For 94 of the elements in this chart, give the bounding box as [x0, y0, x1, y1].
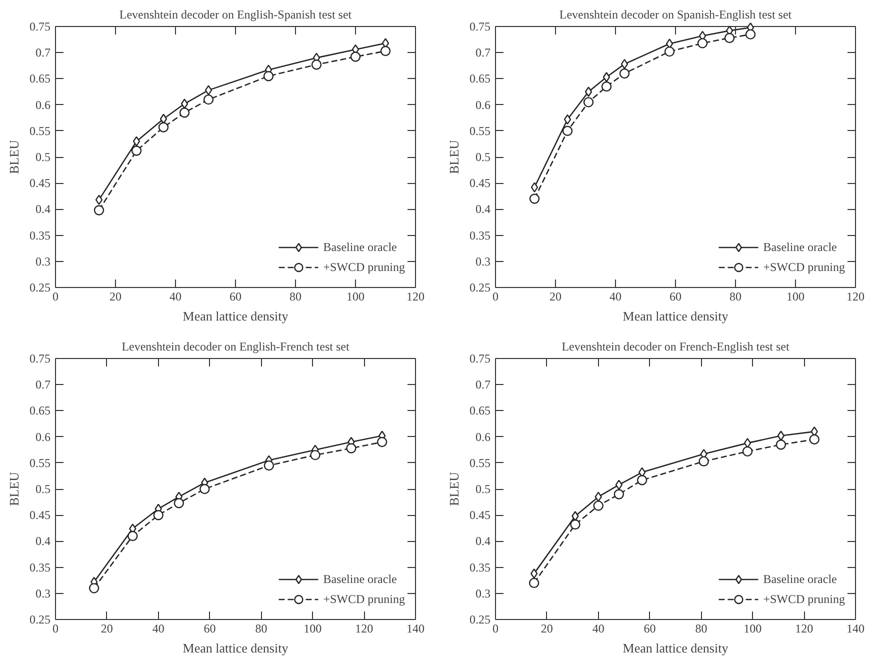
y-tick-label: 0.5 — [476, 482, 490, 496]
y-tick-label: 0.45 — [470, 176, 490, 190]
x-tick-label: 120 — [355, 622, 374, 636]
legend-label: +SWCD pruning — [323, 260, 405, 274]
y-tick-label: 0.6 — [36, 98, 50, 112]
y-tick-label: 0.7 — [36, 46, 50, 60]
y-tick-label: 0.5 — [36, 150, 50, 164]
x-tick-label: 20 — [540, 622, 553, 636]
x-tick-label: 80 — [695, 622, 708, 636]
y-axis-title: BLEU — [6, 139, 22, 174]
x-tick-label: 100 — [304, 622, 322, 636]
y-tick-label: 0.3 — [476, 586, 490, 600]
x-tick-label: 80 — [730, 290, 742, 304]
x-tick-label: 120 — [795, 622, 814, 636]
y-tick-label: 0.7 — [476, 378, 490, 392]
x-tick-label: 60 — [230, 290, 242, 304]
x-axis-title: Mean lattice density — [182, 640, 289, 656]
y-tick-label: 0.25 — [30, 612, 50, 626]
y-tick-label: 0.55 — [30, 124, 50, 138]
y-tick-label: 0.7 — [36, 378, 50, 392]
y-tick-label: 0.25 — [30, 280, 50, 294]
y-tick-label: 0.6 — [476, 430, 490, 444]
y-tick-label: 0.4 — [36, 534, 50, 548]
x-tick-label: 60 — [670, 290, 682, 304]
x-tick-label: 120 — [406, 290, 424, 304]
chart-title: Levenshtein decoder on English-Spanish test set — [119, 8, 352, 22]
y-tick-label: 0.35 — [470, 560, 490, 574]
y-tick-label: 0.5 — [476, 150, 490, 164]
y-tick-label: 0.5 — [36, 482, 50, 496]
legend-label: Baseline oracle — [763, 240, 837, 254]
y-tick-label: 0.75 — [30, 20, 50, 34]
legend-label: +SWCD pruning — [763, 260, 845, 274]
y-tick-label: 0.65 — [30, 404, 50, 418]
y-tick-label: 0.6 — [36, 430, 50, 444]
y-tick-label: 0.6 — [476, 98, 490, 112]
x-axis-title: Mean lattice density — [622, 640, 729, 656]
x-tick-label: 0 — [52, 622, 58, 636]
legend-label: Baseline oracle — [323, 240, 397, 254]
y-tick-label: 0.35 — [30, 560, 50, 574]
chart-title: Levenshtein decoder on Spanish-English test set — [559, 8, 792, 22]
y-tick-label: 0.75 — [470, 20, 490, 34]
x-tick-label: 120 — [846, 290, 864, 304]
x-tick-label: 40 — [592, 622, 604, 636]
legend-label: +SWCD pruning — [763, 592, 845, 606]
x-tick-label: 100 — [346, 290, 364, 304]
y-tick-label: 0.3 — [36, 254, 50, 268]
y-axis-title: BLEU — [446, 139, 462, 174]
y-tick-label: 0.3 — [36, 586, 50, 600]
y-tick-label: 0.45 — [30, 508, 50, 522]
x-tick-label: 20 — [100, 622, 113, 636]
y-tick-label: 0.4 — [476, 202, 490, 216]
chart-title: Levenshtein decoder on English-French test set — [122, 340, 350, 354]
y-tick-label: 0.75 — [30, 352, 50, 366]
y-tick-label: 0.55 — [470, 124, 490, 138]
y-tick-label: 0.7 — [476, 46, 490, 60]
y-tick-label: 0.4 — [36, 202, 50, 216]
chart-title: Levenshtein decoder on French-English test set — [562, 340, 790, 354]
y-tick-label: 0.65 — [30, 72, 50, 86]
x-tick-label: 0 — [492, 290, 498, 304]
x-tick-label: 20 — [550, 290, 562, 304]
legend-label: Baseline oracle — [763, 572, 837, 586]
x-tick-label: 40 — [610, 290, 622, 304]
x-tick-label: 100 — [786, 290, 804, 304]
y-tick-label: 0.25 — [470, 612, 490, 626]
y-tick-label: 0.45 — [30, 176, 50, 190]
x-tick-label: 0 — [52, 290, 58, 304]
x-tick-label: 80 — [290, 290, 302, 304]
y-tick-label: 0.35 — [470, 228, 490, 242]
x-tick-label: 40 — [152, 622, 164, 636]
y-tick-label: 0.65 — [470, 72, 490, 86]
x-tick-label: 60 — [644, 622, 656, 636]
y-tick-label: 0.75 — [470, 352, 490, 366]
y-tick-label: 0.55 — [30, 456, 50, 470]
x-tick-label: 140 — [406, 622, 424, 636]
y-tick-label: 0.65 — [470, 404, 490, 418]
y-tick-label: 0.35 — [30, 228, 50, 242]
x-axis-title: Mean lattice density — [622, 308, 729, 324]
y-tick-label: 0.25 — [470, 280, 490, 294]
x-tick-label: 100 — [744, 622, 762, 636]
x-axis-title: Mean lattice density — [182, 308, 289, 324]
x-tick-label: 140 — [846, 622, 864, 636]
legend-label: +SWCD pruning — [323, 592, 405, 606]
x-tick-label: 20 — [110, 290, 122, 304]
x-tick-label: 60 — [204, 622, 216, 636]
x-tick-label: 0 — [492, 622, 498, 636]
y-tick-label: 0.55 — [470, 456, 490, 470]
y-tick-label: 0.45 — [470, 508, 490, 522]
x-tick-label: 80 — [255, 622, 268, 636]
y-tick-label: 0.4 — [476, 534, 490, 548]
y-axis-title: BLEU — [446, 471, 462, 506]
legend-label: Baseline oracle — [323, 572, 397, 586]
x-tick-label: 40 — [170, 290, 182, 304]
y-tick-label: 0.3 — [476, 254, 490, 268]
y-axis-title: BLEU — [6, 471, 22, 506]
